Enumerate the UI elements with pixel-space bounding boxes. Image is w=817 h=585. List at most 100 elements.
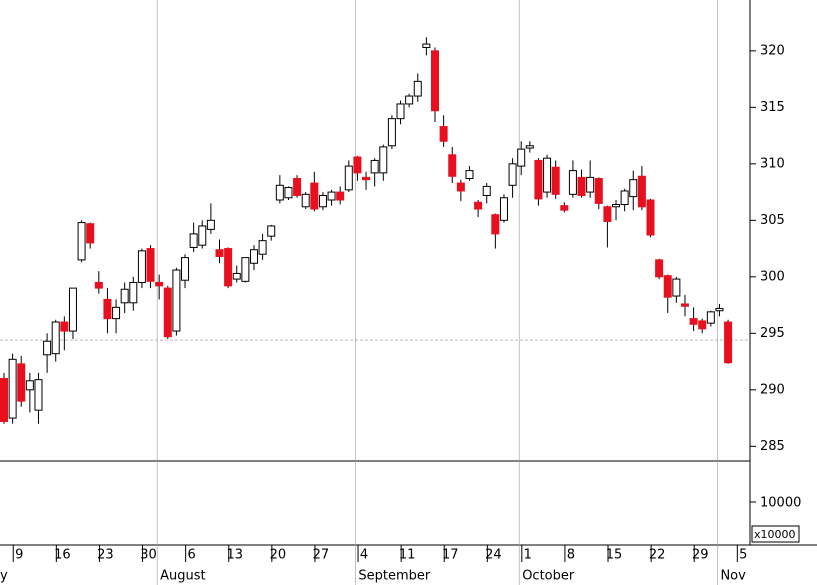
- candle-body: [612, 204, 621, 208]
- x-tick-label: 1: [524, 548, 532, 563]
- candle-body: [275, 184, 284, 201]
- month-label: August: [160, 569, 206, 584]
- x-tick-label: 5: [739, 548, 747, 563]
- candle-body: [172, 269, 181, 332]
- candle-body: [51, 321, 60, 355]
- y-tick-label: 285: [760, 439, 785, 454]
- x-tick-label: 11: [399, 548, 416, 563]
- y-tick-label: 320: [760, 43, 785, 58]
- candle-body: [370, 159, 379, 174]
- unit-box: [751, 525, 800, 543]
- candle-body: [362, 176, 371, 181]
- candle-body: [215, 249, 224, 257]
- x-tick-label: 29: [692, 548, 709, 563]
- y-tick-label: 305: [760, 213, 785, 228]
- candle-body: [60, 321, 69, 332]
- x-tick-label: 16: [54, 548, 71, 563]
- x-tick-label: 20: [270, 548, 287, 563]
- x-tick-label: 4: [360, 548, 368, 563]
- y-tick-label: 290: [760, 382, 785, 397]
- candle-body: [34, 379, 43, 411]
- candle-body: [25, 380, 34, 391]
- candle-body: [327, 191, 336, 201]
- candle-body: [560, 205, 569, 211]
- x-tick-label: 6: [187, 548, 195, 563]
- candle-body: [310, 182, 319, 210]
- candle-body: [620, 190, 629, 206]
- month-label: Nov: [720, 569, 746, 584]
- candle-body: [568, 170, 577, 195]
- candle-body: [181, 257, 190, 281]
- y-tick-label: 300: [760, 269, 785, 284]
- candle-body: [8, 358, 17, 419]
- candle-body: [422, 43, 431, 48]
- candle-body: [258, 240, 267, 255]
- month-label: y: [0, 569, 8, 584]
- candle-body: [155, 281, 164, 287]
- candle-body: [17, 363, 26, 402]
- candle-body: [706, 311, 715, 324]
- candle-body: [387, 118, 396, 147]
- candle-body: [517, 148, 526, 167]
- x-tick-label: 9: [15, 548, 23, 563]
- candle-body: [551, 166, 560, 195]
- candle-body: [206, 219, 215, 230]
- candle-body: [198, 225, 207, 246]
- candle-body: [68, 287, 77, 332]
- candle-body: [77, 222, 86, 261]
- candle-body: [405, 95, 414, 105]
- candle-body: [655, 259, 664, 278]
- candle-body: [431, 50, 439, 112]
- candle-body: [586, 176, 595, 193]
- candle-body: [594, 178, 603, 204]
- candle-body: [137, 250, 146, 283]
- candle-body: [680, 303, 689, 307]
- x-tick-label: 27: [313, 548, 330, 563]
- candle-body: [646, 199, 655, 236]
- candle-body: [249, 249, 258, 264]
- candle-body: [689, 318, 698, 325]
- candle-body: [715, 307, 724, 312]
- x-tick-label: 30: [140, 548, 157, 563]
- candle-body: [189, 233, 198, 248]
- candle-body: [577, 176, 586, 196]
- candle-body: [112, 306, 121, 320]
- x-tick-label: 17: [442, 548, 459, 563]
- candle-body: [629, 179, 638, 198]
- candle-body: [499, 197, 508, 221]
- candle-body: [637, 175, 646, 208]
- candle-body: [698, 320, 707, 330]
- candle-body: [491, 214, 500, 235]
- candle-body: [439, 126, 448, 142]
- candle-body: [525, 145, 534, 149]
- candle-body: [94, 281, 103, 289]
- month-label: October: [522, 569, 575, 584]
- volume-tick-label: 10000: [760, 496, 801, 511]
- candle-body: [301, 193, 310, 208]
- candle-body: [120, 288, 129, 304]
- candle-body: [86, 223, 95, 244]
- x-tick-label: 22: [649, 548, 666, 563]
- candle-body: [448, 154, 457, 177]
- candle-body: [0, 378, 8, 422]
- candle-body: [534, 159, 543, 200]
- candle-body: [543, 157, 552, 193]
- x-tick-label: 15: [606, 548, 623, 563]
- candle-body: [603, 206, 612, 222]
- candle-body: [465, 170, 474, 180]
- candle-body: [146, 248, 155, 282]
- candle-body: [293, 178, 302, 196]
- x-tick-label: 24: [485, 548, 502, 563]
- candle-body: [663, 275, 672, 298]
- candle-body: [318, 194, 327, 208]
- candle-body: [379, 146, 388, 174]
- candle-body: [724, 321, 733, 364]
- candle-body: [224, 248, 233, 287]
- x-tick-label: 23: [97, 548, 114, 563]
- x-tick-label: 8: [567, 548, 575, 563]
- candle-body: [474, 201, 483, 210]
- candle-body: [396, 103, 405, 120]
- y-tick-label: 295: [760, 326, 785, 341]
- candle-body: [456, 182, 465, 192]
- volume-unit: x10000: [754, 528, 796, 541]
